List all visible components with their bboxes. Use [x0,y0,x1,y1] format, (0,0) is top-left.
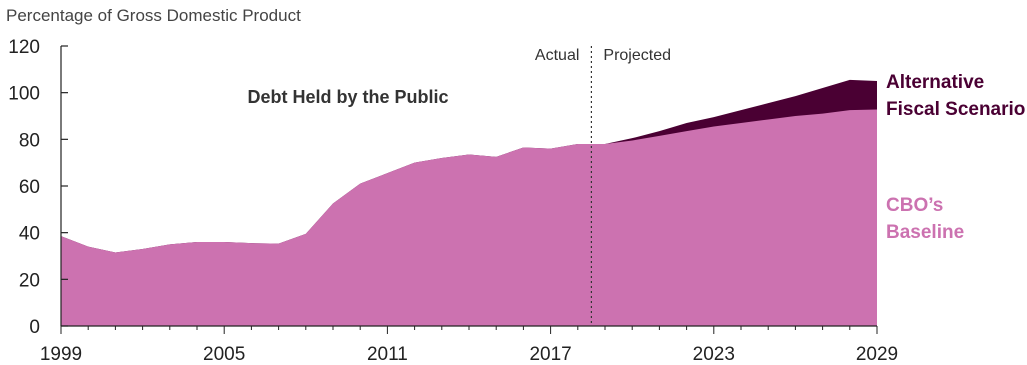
y-tick-label: 20 [19,270,40,291]
x-tick-label: 2029 [856,344,898,365]
axes-group: 0 20 40 60 80 100 120 1999 2005 2011 2017 2023 2029 A… [8,37,898,365]
y-tick-label: 60 [19,177,40,198]
x-tick-label: 2011 [367,344,408,365]
series-label-alternative-fiscal-scenario: Alternative Fiscal Scenario [886,72,1025,120]
area-cbo-s-baseline [61,109,877,326]
y-tick-label: 120 [8,37,40,58]
series-label-cbo-s-baseline: CBO’s Baseline [886,195,964,243]
area-series-group [61,79,877,326]
actual-label: Actual [535,47,579,64]
labels-group: Debt Held by the Public Alternative Fisca… [247,72,1025,243]
y-tick-label: 0 [29,317,40,338]
x-tick-label: 2017 [529,344,571,365]
x-tick-label: 2005 [203,344,245,365]
x-tick-label: 2023 [693,344,735,365]
y-axis-unit-label: Percentage of Gross Domestic Product [6,6,301,25]
y-tick-label: 100 [8,84,40,105]
chart-title: Debt Held by the Public [247,87,448,107]
y-tick-label: 80 [19,130,40,151]
projected-label: Projected [603,47,671,64]
y-tick-label: 40 [19,224,40,245]
x-tick-label: 1999 [40,344,82,365]
